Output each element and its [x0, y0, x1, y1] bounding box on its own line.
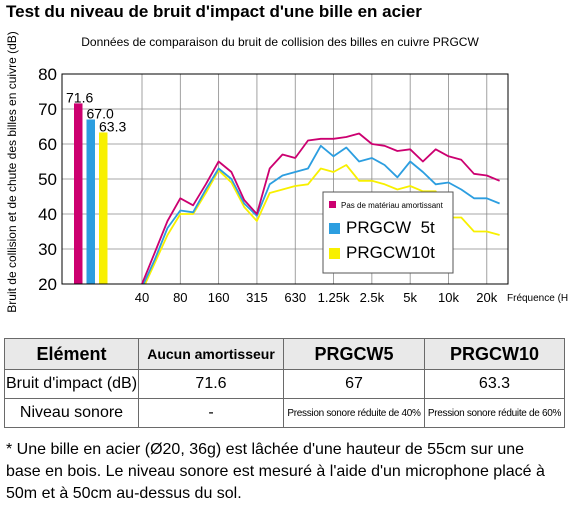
x-tick-label: 1.25k	[318, 290, 350, 305]
x-tick-label: 20k	[476, 290, 497, 305]
x-tick-label: 80	[173, 290, 187, 305]
reference-bars: 71.667.063.3	[66, 89, 126, 285]
y-tick-label: 60	[38, 135, 57, 154]
x-tick-label: 10k	[438, 290, 459, 305]
overall-bar	[99, 132, 108, 284]
x-tick-label: 2.5k	[360, 290, 385, 305]
legend-label: Pas de matériau amortissant	[341, 201, 444, 210]
cell-impact-noise-prgcw10: 63.3	[424, 369, 565, 399]
y-tick-label: 40	[38, 205, 57, 224]
legend-label: PRGCW10t	[346, 243, 435, 262]
legend-swatch	[329, 223, 340, 234]
plot-frame	[61, 73, 509, 285]
comparison-table: Elément Aucun amortisseur PRGCW5 PRGCW10…	[4, 338, 565, 428]
impact-noise-chart: Données de comparaison du bruit de colli…	[5, 31, 568, 312]
header-element: Elément	[4, 338, 139, 370]
x-tick-label: 630	[284, 290, 306, 305]
cell-sound-level-prgcw5: Pression sonore réduite de 40%	[283, 398, 425, 428]
x-tick-label: 5k	[403, 290, 417, 305]
cell-sound-level-none: -	[138, 398, 284, 428]
cell-impact-noise-none: 71.6	[138, 369, 284, 399]
page-title: Test du niveau de bruit d'impact d'une b…	[6, 2, 422, 21]
header-prgcw5: PRGCW5	[283, 338, 425, 370]
y-axis-label: Bruit de collision et de chute des bille…	[5, 31, 19, 312]
table-row: Niveau sonore - Pression sonore réduite …	[4, 398, 565, 428]
overall-bar	[74, 103, 83, 285]
footnote: * Une bille en acier (Ø20, 36g) est lâch…	[6, 441, 545, 502]
y-tick-label: 30	[38, 240, 57, 259]
legend-box	[322, 191, 454, 274]
overall-bar	[86, 119, 95, 284]
y-tick-label: 20	[38, 275, 57, 294]
bar-value-label: 67.0	[87, 106, 114, 122]
x-tick-label: 40	[135, 290, 149, 305]
table-row: Bruit d'impact (dB) 71.6 67 63.3	[4, 369, 565, 399]
y-tick-label: 80	[38, 65, 57, 84]
x-tick-label: 160	[208, 290, 230, 305]
table-header-row: Elément Aucun amortisseur PRGCW5 PRGCW10	[4, 338, 565, 370]
bar-value-label: 63.3	[99, 118, 126, 134]
row-label-sound-level: Niveau sonore	[4, 398, 139, 428]
bar-value-label: 71.6	[66, 89, 93, 105]
series-line	[142, 144, 500, 284]
legend-swatch	[329, 248, 340, 259]
row-label-impact-noise: Bruit d'impact (dB)	[4, 369, 139, 399]
legend-label: PRGCW 5t	[346, 218, 435, 237]
series-line	[140, 132, 500, 284]
y-tick-label: 70	[38, 100, 57, 119]
header-prgcw10: PRGCW10	[424, 338, 565, 370]
legend: Pas de matériau amortissant PRGCW 5t PRGCW…	[322, 191, 454, 274]
header-no-damper: Aucun amortisseur	[138, 338, 284, 370]
cell-impact-noise-prgcw5: 67	[283, 369, 425, 399]
chart-title: Données de comparaison du bruit de colli…	[81, 35, 479, 49]
cell-sound-level-prgcw10: Pression sonore réduite de 60%	[424, 398, 565, 428]
x-axis-label: Fréquence (Hz)	[507, 293, 568, 304]
legend-swatch	[329, 201, 336, 208]
axes: 20 30 40 50 60 70 80 40 80 160 315 630 1.25k 2.5k 5k 10…	[38, 65, 509, 305]
x-tick-label: 315	[246, 290, 268, 305]
y-tick-label: 50	[38, 170, 57, 189]
